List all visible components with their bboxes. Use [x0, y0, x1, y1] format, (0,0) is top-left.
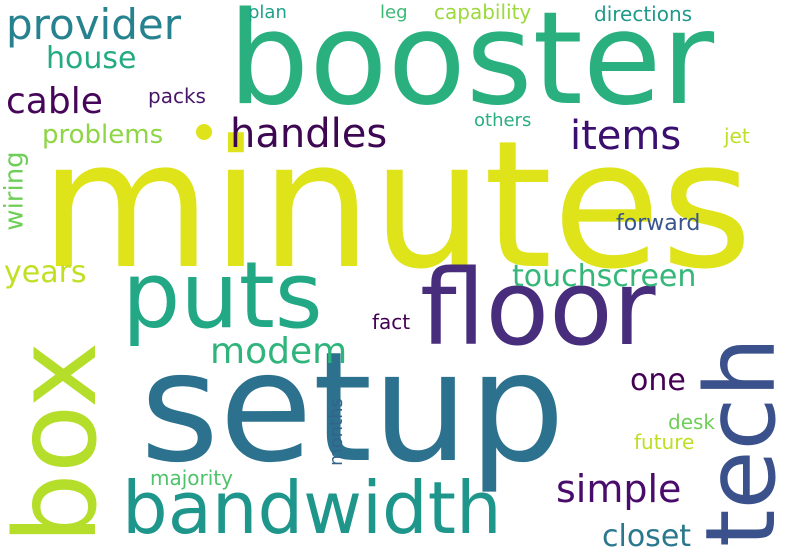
word-house: house [46, 41, 137, 76]
word-bandwidth: bandwidth [122, 466, 502, 550]
word-years: years [4, 255, 87, 290]
word-items: items [570, 113, 682, 159]
word-minutes: minutes [40, 103, 753, 308]
word-months: months [325, 398, 347, 466]
word-booster: booster [228, 0, 715, 134]
word-wiring: wiring [0, 151, 30, 231]
word-fact: fact [372, 310, 411, 334]
word-forward: forward [616, 211, 701, 236]
word-modem: modem [210, 331, 348, 372]
word-others: others [474, 110, 532, 131]
word-future: future [634, 430, 695, 454]
word-jet: jet [724, 124, 750, 148]
word-setup: setup [140, 319, 566, 496]
word-floor: floor [420, 247, 656, 369]
word-directions: directions [594, 2, 693, 26]
word-majority: majority [150, 466, 233, 490]
word-desk: desk [668, 410, 716, 434]
word-touchscreen: touchscreen [512, 259, 697, 294]
word-problems: problems [42, 120, 164, 150]
word-one: one [630, 363, 686, 398]
word-puts: puts [122, 242, 323, 349]
word-simple: simple [556, 467, 682, 511]
word-capability: capability [434, 0, 532, 24]
word-closet: closet [602, 519, 692, 554]
word-tech: tech [685, 336, 798, 548]
word-handles: handles [230, 111, 388, 157]
word-leg: leg [380, 2, 408, 23]
word-packs: packs [148, 84, 206, 108]
word-plan: plan [248, 2, 287, 23]
dot-decoration [196, 124, 212, 140]
word-box: box [0, 341, 123, 545]
word-provider: provider [6, 0, 181, 49]
word-cable: cable [6, 81, 103, 122]
